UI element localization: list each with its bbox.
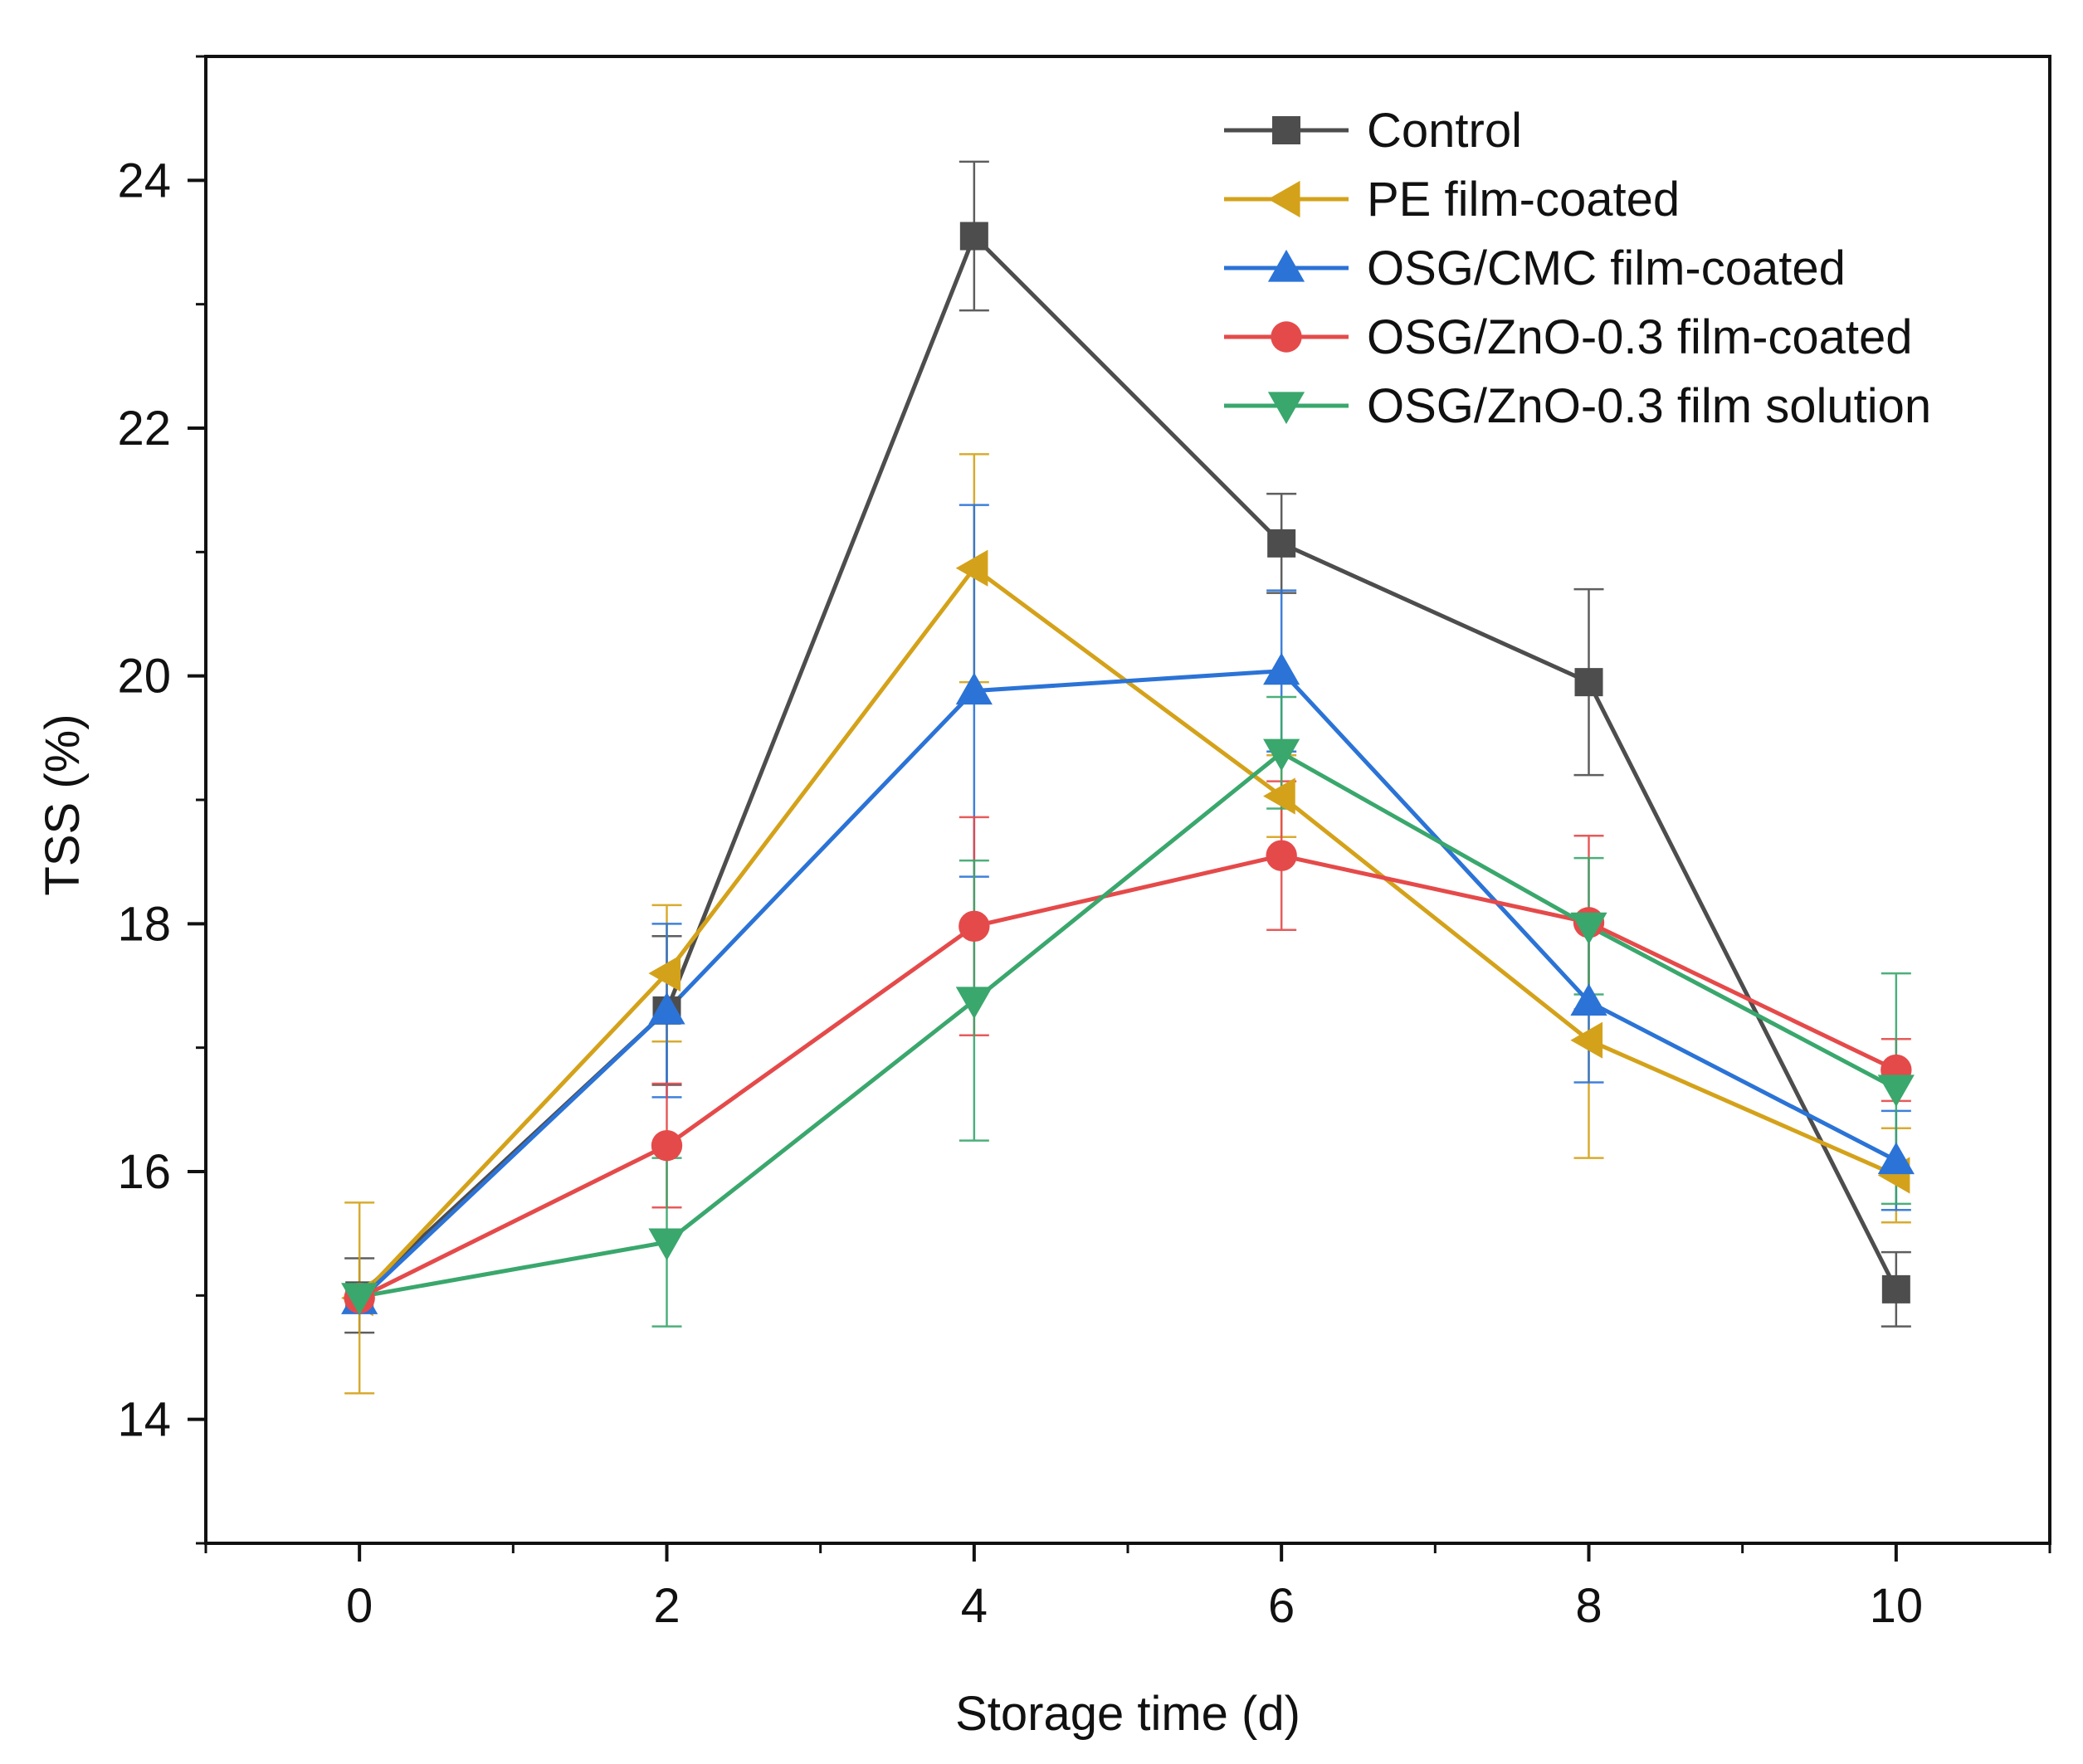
legend-label: OSG/ZnO-0.3 film-coated (1367, 310, 1913, 364)
data-point-osg-zno-0-3-film-solution (1877, 1074, 1915, 1108)
data-point-osg-zno-0-3-film-coated (1266, 840, 1297, 871)
legend: Control PE film-coated OSG/CMC film-coated… (1224, 104, 1931, 433)
data-point-osg-zno-0-3-film-coated (959, 910, 990, 943)
x-tick-label: 6 (1268, 1579, 1295, 1633)
data-point-osg-zno-0-3-film-coated (651, 1129, 683, 1162)
series-line-osg-cmc-film-coated (358, 669, 1897, 1303)
legend-label: PE film-coated (1367, 173, 1680, 227)
legend-marker (1267, 392, 1305, 425)
data-point-control (1881, 1274, 1910, 1304)
legend-item-pe-film-coated: PE film-coated (1224, 173, 1680, 227)
data-point-osg-cmc-film-coated (1877, 1142, 1915, 1175)
y-tick-label: 20 (117, 650, 171, 704)
y-axis-label: TSS (%) (36, 714, 90, 895)
data-point-osg-zno-0-3-film-solution (648, 1228, 685, 1261)
legend-marker (1271, 321, 1302, 353)
series-line-pe-film-coated (358, 566, 1897, 1300)
data-point-osg-cmc-film-coated (1570, 983, 1607, 1016)
y-tick-label: 24 (117, 153, 171, 207)
legend-item-osg-cmc-film-coated: OSG/CMC film-coated (1224, 241, 1846, 295)
data-point-pe-film-coated (1570, 1021, 1603, 1059)
x-axis-label: Storage time (d) (955, 1687, 1300, 1741)
data-point-osg-zno-0-3-film-solution (1263, 738, 1300, 772)
legend-item-osg-zno-0-3-film-coated: OSG/ZnO-0.3 film-coated (1224, 310, 1913, 364)
data-point-osg-cmc-film-coated (648, 992, 685, 1025)
y-tick-label: 14 (117, 1393, 171, 1447)
legend-item-control: Control (1224, 104, 1522, 158)
series-line-osg-zno-0-3-film-solution (359, 750, 1898, 1299)
data-point-pe-film-coated (1263, 777, 1295, 815)
legend-item-osg-zno-0-3-film-solution: OSG/ZnO-0.3 film solution (1224, 379, 1931, 433)
y-tick-label: 18 (117, 897, 171, 951)
data-point-osg-zno-0-3-film-solution (341, 1283, 378, 1315)
legend-marker (1267, 249, 1305, 282)
data-point-control (1574, 668, 1603, 697)
series-lines-layer (358, 234, 1899, 1303)
y-tick-label: 22 (117, 402, 171, 456)
x-tick-label: 2 (653, 1579, 680, 1633)
x-tick-label: 10 (1870, 1579, 1924, 1633)
data-point-pe-film-coated (648, 954, 681, 992)
data-point-pe-film-coated (955, 549, 988, 587)
legend-label: Control (1367, 104, 1522, 158)
x-tick-label: 8 (1575, 1579, 1602, 1633)
series-markers-layer (341, 222, 1915, 1317)
x-tick-label: 4 (961, 1579, 988, 1633)
legend-marker (1267, 180, 1300, 218)
series-line-osg-zno-0-3-film-coated (359, 853, 1897, 1300)
data-point-control (959, 222, 988, 251)
legend-label: OSG/ZnO-0.3 film solution (1367, 379, 1931, 433)
data-point-control (1267, 529, 1296, 558)
data-point-osg-cmc-film-coated (1263, 652, 1300, 685)
data-point-osg-cmc-film-coated (955, 672, 993, 705)
legend-label: OSG/CMC film-coated (1367, 241, 1846, 295)
data-point-osg-zno-0-3-film-solution (955, 987, 993, 1020)
x-tick-label: 0 (346, 1579, 373, 1633)
data-point-osg-zno-0-3-film-solution (1570, 912, 1607, 945)
legend-marker (1272, 116, 1300, 144)
y-tick-label: 16 (117, 1145, 171, 1199)
